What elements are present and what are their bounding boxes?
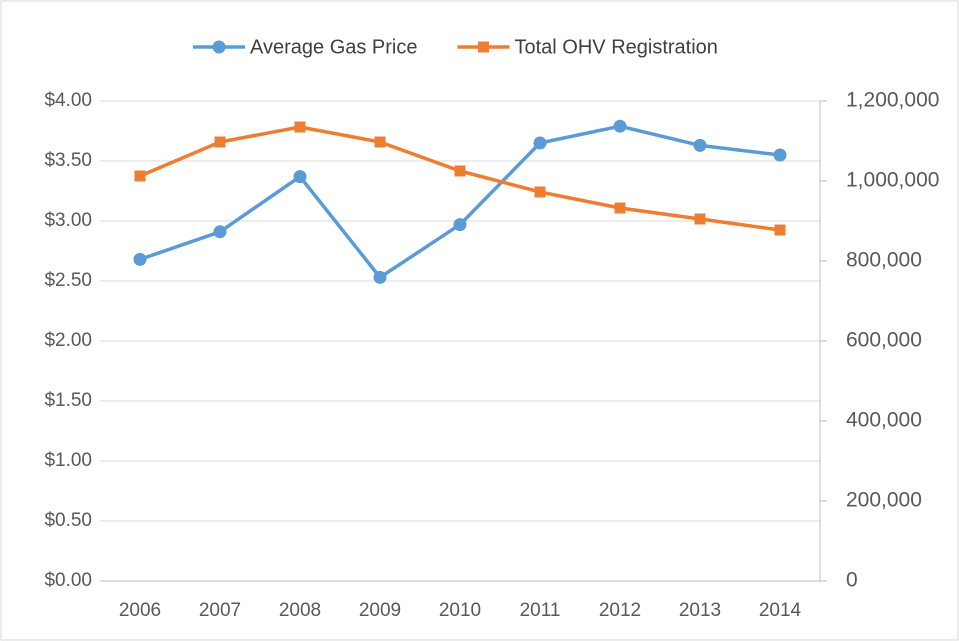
y-tick-label: $3.00 — [44, 210, 92, 231]
x-tick-label: 2013 — [679, 600, 721, 621]
marker — [453, 218, 467, 232]
legend-label: Average Gas Price — [250, 36, 418, 58]
marker — [613, 119, 627, 133]
marker — [534, 186, 546, 198]
legend-label: Total OHV Registration — [515, 36, 718, 58]
marker — [293, 170, 307, 184]
x-tick-label: 2010 — [439, 600, 481, 621]
y2-tick-label: 1,000,000 — [846, 169, 939, 192]
marker — [533, 136, 547, 150]
marker — [374, 136, 386, 148]
marker — [373, 270, 387, 284]
x-tick-label: 2007 — [199, 600, 241, 621]
y-tick-label: $3.50 — [44, 150, 92, 171]
marker — [133, 252, 147, 266]
y-tick-label: $0.50 — [44, 510, 92, 531]
marker — [773, 148, 787, 162]
marker — [694, 213, 706, 225]
marker — [693, 138, 707, 152]
x-tick-label: 2006 — [119, 600, 161, 621]
legend: Average Gas Price Total OHV Registration — [193, 36, 718, 58]
y-tick-label: $0.00 — [44, 570, 92, 591]
y2-tick-label: 0 — [846, 569, 858, 592]
y2-tick-label: 400,000 — [846, 409, 922, 432]
marker — [212, 40, 226, 54]
y-tick-label: $1.00 — [44, 450, 92, 471]
x-tick-label: 2011 — [520, 600, 561, 621]
x-tick-label: 2009 — [359, 600, 401, 621]
marker — [214, 136, 226, 148]
marker — [294, 121, 306, 133]
x-tick-label: 2008 — [279, 600, 321, 621]
y-tick-label: $1.50 — [44, 390, 92, 411]
y-tick-label: $4.00 — [44, 90, 92, 111]
marker — [454, 165, 466, 177]
y2-tick-label: 800,000 — [846, 249, 922, 272]
marker — [213, 225, 227, 239]
y2-tick-label: 600,000 — [846, 329, 922, 352]
marker — [774, 224, 786, 236]
y2-tick-label: 1,200,000 — [846, 89, 939, 112]
marker — [134, 170, 146, 182]
y-tick-label: $2.00 — [44, 330, 92, 351]
marker — [478, 41, 489, 53]
x-tick-label: 2014 — [759, 600, 802, 621]
y2-tick-label: 200,000 — [846, 489, 922, 512]
marker — [614, 202, 626, 214]
y-tick-label: $2.50 — [44, 270, 92, 291]
x-tick-label: 2012 — [599, 600, 641, 621]
